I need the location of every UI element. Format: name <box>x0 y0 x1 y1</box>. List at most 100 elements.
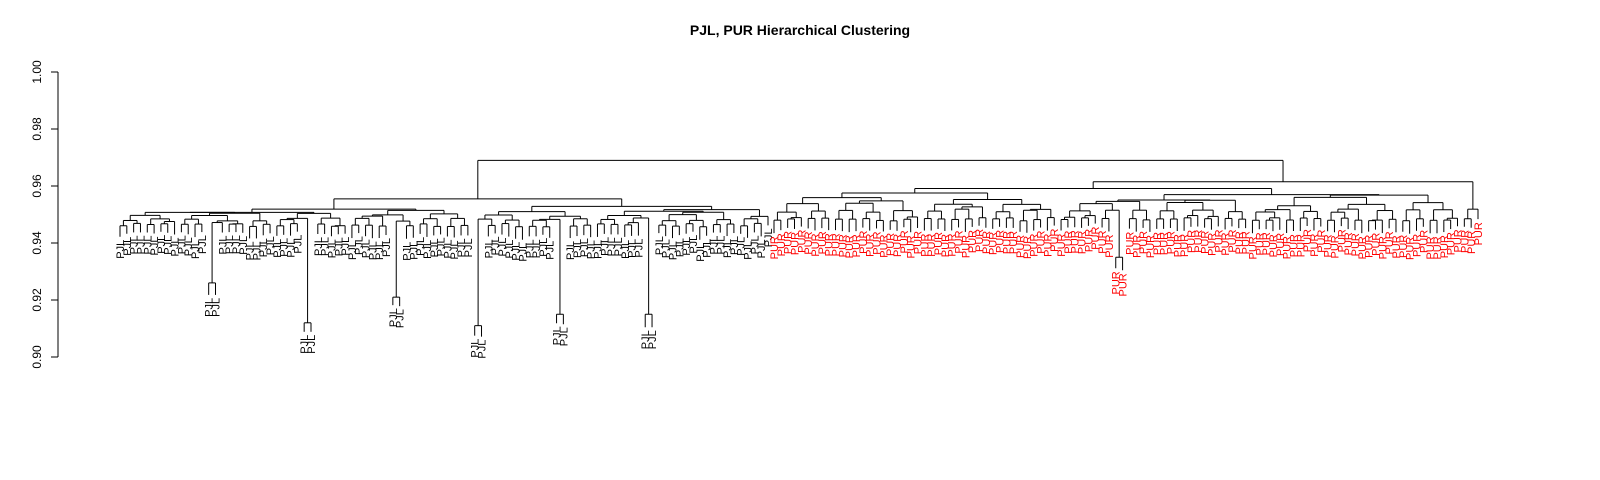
leaf-label: PUR <box>1350 233 1362 256</box>
leaf-label: PUR <box>926 233 938 256</box>
leaf-label: PUR <box>1295 234 1307 257</box>
leaf-label: PJL <box>313 237 325 256</box>
leaf-label: PJL <box>695 243 707 262</box>
y-tick-label: 0.94 <box>30 231 44 255</box>
leaf-label: PUR <box>1343 232 1355 255</box>
leaf-label: PJL <box>422 240 434 259</box>
leaf-label: PUR <box>817 231 829 254</box>
leaf-label: PJL <box>272 239 284 258</box>
leaf-label: PJL <box>320 237 332 256</box>
leaf-label: PJL <box>586 240 598 259</box>
leaf-label: PUR <box>1063 230 1075 253</box>
leaf-label: PUR <box>1241 231 1253 254</box>
leaf-label: PUR <box>1439 235 1451 258</box>
leaf-label: PUR <box>1152 232 1164 255</box>
y-tick-label: 0.98 <box>30 117 44 141</box>
leaf-label: PUR <box>1015 235 1027 258</box>
leaf-label: PUR <box>1391 235 1403 258</box>
leaf-label: PUR <box>1083 229 1095 252</box>
leaf-label: PUR <box>1452 229 1464 252</box>
y-tick-label: 0.90 <box>30 345 44 369</box>
leaf-label: PJL <box>170 237 182 256</box>
leaf-label: PJL <box>497 238 509 257</box>
leaf-label: PUR <box>1056 233 1068 256</box>
leaf-label: PUR <box>1473 222 1485 245</box>
leaf-label: PUR <box>981 231 993 254</box>
leaf-label: PJL <box>524 239 536 258</box>
leaf-label: PUR <box>1193 229 1205 252</box>
leaf-label: PUR <box>960 235 972 258</box>
leaf-label: PJL <box>640 330 652 349</box>
leaf-label: PUR <box>1425 236 1437 259</box>
leaf-label: PJL <box>736 237 748 256</box>
leaf-label: PJL <box>647 330 659 349</box>
leaf-label: PUR <box>810 233 822 256</box>
leaf-label: PUR <box>988 232 1000 255</box>
leaf-label: PJL <box>122 237 134 256</box>
chart-title: PJL, PUR Hierarchical Clustering <box>690 22 910 38</box>
leaf-label: PUR <box>1268 234 1280 257</box>
leaf-label: PUR <box>1432 236 1444 259</box>
leaf-label: PJL <box>238 236 250 255</box>
leaf-label: PJL <box>531 239 543 258</box>
leaf-label: PUR <box>1090 227 1102 250</box>
leaf-label: PUR <box>954 230 966 253</box>
leaf-label: PJL <box>415 237 427 256</box>
leaf-label: PJL <box>340 237 352 256</box>
leaf-label: PUR <box>1364 235 1376 258</box>
leaf-label: PUR <box>1104 234 1116 257</box>
leaf-label: PJL <box>674 238 686 257</box>
leaf-label: PJL <box>538 238 550 257</box>
leaf-label: PJL <box>504 240 516 259</box>
leaf-label: PJL <box>729 236 741 255</box>
leaf-label: PJL <box>395 309 407 328</box>
leaf-label: PUR <box>1111 271 1123 294</box>
leaf-label: PUR <box>995 230 1007 253</box>
dendrogram-tree <box>119 159 1479 337</box>
leaf-label: PUR <box>1179 234 1191 257</box>
leaf-label: PUR <box>940 234 952 257</box>
leaf-label: PUR <box>1206 233 1218 256</box>
leaf-label: PUR <box>1459 230 1471 253</box>
leaf-label: PUR <box>1261 232 1273 255</box>
leaf-label: PJL <box>654 236 666 255</box>
leaf-label: PJL <box>388 308 400 327</box>
leaf-label: PJL <box>552 326 564 345</box>
leaf-label: PUR <box>933 232 945 255</box>
leaf-label: PJL <box>374 241 386 260</box>
leaf-label: PUR <box>1309 233 1321 256</box>
y-tick-label: 1.00 <box>30 60 44 84</box>
leaf-label: PJL <box>743 241 755 260</box>
leaf-label: PJL <box>258 238 270 257</box>
leaf-label: PJL <box>511 242 523 261</box>
leaf-label: PJL <box>135 235 147 254</box>
leaf-label: PJL <box>361 239 373 258</box>
leaf-label: PJL <box>715 236 727 255</box>
leaf-label: PJL <box>408 241 420 260</box>
leaf-label: PJL <box>592 240 604 259</box>
leaf-label: PUR <box>947 233 959 256</box>
leaf-label: PJL <box>326 239 338 258</box>
leaf-label: PUR <box>1411 234 1423 257</box>
leaf-label: PJL <box>565 241 577 260</box>
leaf-label: PJL <box>456 238 468 257</box>
leaf-label: PUR <box>1275 233 1287 256</box>
leaf-label: PJL <box>347 241 359 260</box>
leaf-label: PJL <box>149 236 161 255</box>
leaf-label: PJL <box>190 240 202 259</box>
leaf-label: PUR <box>1302 229 1314 252</box>
leaf-label: PJL <box>620 240 632 259</box>
leaf-label: PUR <box>1405 237 1417 260</box>
leaf-label: PJL <box>231 235 243 254</box>
leaf-label: PJL <box>545 241 557 260</box>
leaf-label: PUR <box>1186 230 1198 253</box>
leaf-label: PJL <box>156 235 168 254</box>
leaf-label: PJL <box>279 238 291 257</box>
leaf-label: PUR <box>851 234 863 257</box>
leaf-label: PUR <box>885 233 897 256</box>
leaf-label: PJL <box>142 235 154 254</box>
leaf-label: PUR <box>1001 231 1013 254</box>
leaf-label: PUR <box>1220 232 1232 255</box>
leaf-label: PUR <box>1008 231 1020 254</box>
leaf-label: PUR <box>1042 234 1054 257</box>
